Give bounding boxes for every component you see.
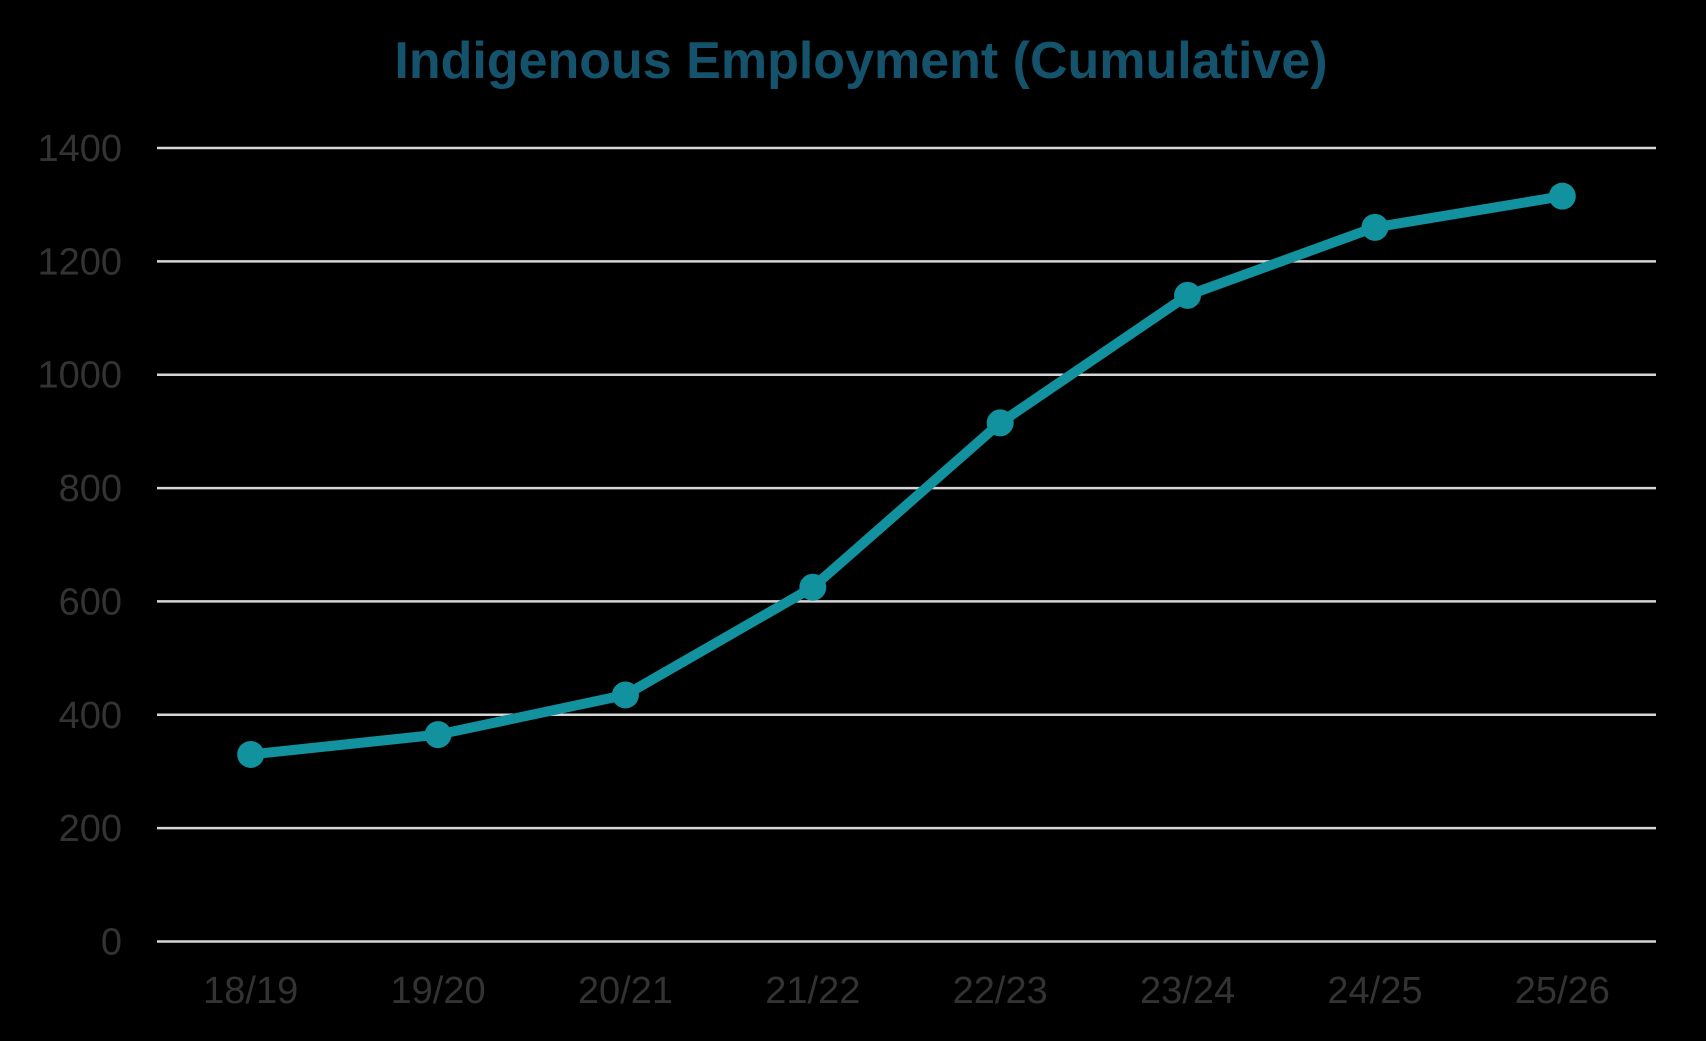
x-tick-label: 25/26 (1515, 970, 1610, 1012)
gridlines (157, 146, 1656, 943)
series-markers (237, 182, 1576, 768)
series-line (245, 191, 1568, 760)
data-point (237, 740, 265, 768)
y-tick-label: 800 (59, 468, 122, 510)
y-axis-labels: 0 200 400 600 800 1000 1200 1400 (37, 128, 122, 964)
x-tick-label: 19/20 (391, 970, 486, 1012)
y-tick-label: 400 (59, 695, 122, 737)
data-line (245, 191, 1568, 760)
data-point (1361, 213, 1389, 241)
chart-title: Indigenous Employment (Cumulative) (394, 32, 1327, 90)
x-tick-label: 22/23 (953, 970, 1048, 1012)
y-tick-label: 200 (59, 808, 122, 850)
data-point (986, 409, 1014, 437)
y-tick-label: 1400 (37, 128, 122, 170)
y-tick-label: 600 (59, 581, 122, 623)
y-tick-label: 1000 (37, 355, 122, 397)
data-point (424, 721, 452, 749)
x-tick-label: 21/22 (765, 970, 860, 1012)
data-point (1174, 281, 1202, 309)
data-point (1548, 182, 1576, 210)
y-tick-label: 0 (101, 922, 122, 964)
x-tick-label: 18/19 (203, 970, 298, 1012)
x-tick-label: 23/24 (1140, 970, 1235, 1012)
data-point (611, 681, 639, 709)
x-tick-label: 20/21 (578, 970, 673, 1012)
x-tick-label: 24/25 (1327, 970, 1422, 1012)
x-axis-labels: 18/19 19/20 20/21 21/22 22/23 23/24 24/25 25/26 (203, 970, 1610, 1012)
data-point (799, 573, 827, 601)
y-tick-label: 1200 (37, 241, 122, 283)
